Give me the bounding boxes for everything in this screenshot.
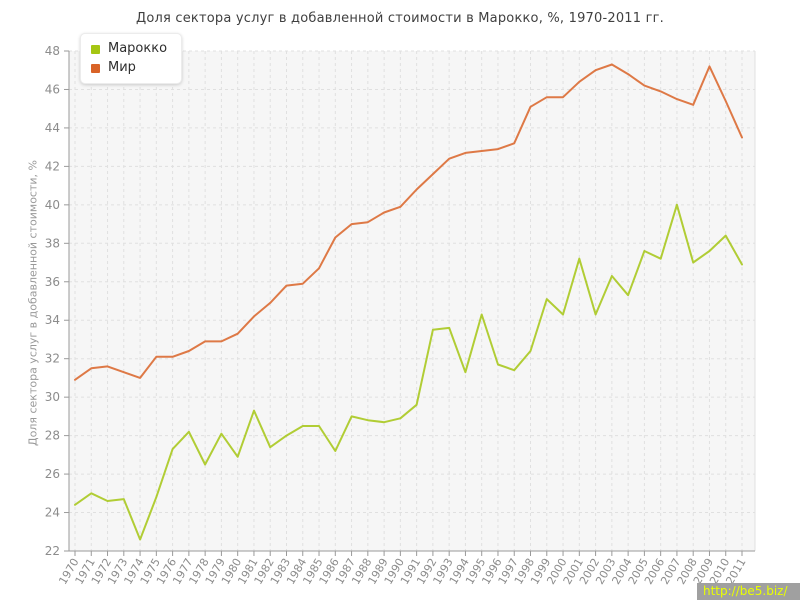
series-line-0 xyxy=(74,203,743,541)
legend: Марокко Мир xyxy=(80,33,183,84)
y-tick-label: 30 xyxy=(45,390,60,404)
y-tick-label: 34 xyxy=(45,313,60,327)
legend-item-world[interactable]: Мир xyxy=(91,60,167,76)
y-tick-label: 22 xyxy=(45,544,60,558)
y-tick-label: 26 xyxy=(45,467,60,481)
world-series-swatch-icon xyxy=(91,63,100,73)
y-tick-label: 38 xyxy=(45,236,60,250)
y-tick-label: 28 xyxy=(45,429,60,443)
y-tick-label: 48 xyxy=(45,44,60,58)
y-tick-label: 24 xyxy=(45,506,60,520)
legend-item-morocco[interactable]: Марокко xyxy=(91,41,167,57)
y-tick-label: 36 xyxy=(45,275,60,289)
watermark-link[interactable]: http://be5.biz/ xyxy=(697,583,800,600)
chart-title: Доля сектора услуг в добавленной стоимос… xyxy=(136,11,664,26)
y-tick-label: 42 xyxy=(45,159,60,173)
y-axis-title-text: Доля сектора услуг в добавленной стоимос… xyxy=(26,160,40,446)
plot-area xyxy=(69,51,755,551)
y-tick-label: 46 xyxy=(45,82,60,96)
morocco-series-swatch-icon xyxy=(91,44,100,54)
y-tick-label: 32 xyxy=(45,352,60,366)
y-tick-label: 44 xyxy=(45,121,60,135)
y-tick-label: 40 xyxy=(45,198,60,212)
legend-label-world: Мир xyxy=(108,60,136,75)
series-line-1 xyxy=(74,63,743,381)
legend-label-morocco: Марокко xyxy=(108,41,168,56)
